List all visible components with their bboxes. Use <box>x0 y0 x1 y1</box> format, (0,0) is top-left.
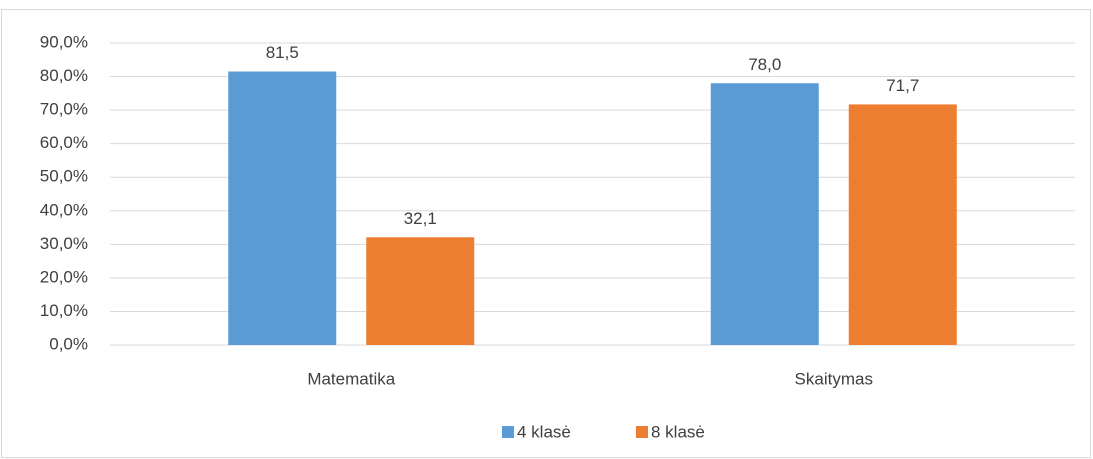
y-tick-label: 80,0% <box>40 66 88 85</box>
y-tick-label: 30,0% <box>40 234 88 253</box>
bar <box>710 83 819 346</box>
y-tick-label: 50,0% <box>40 167 88 186</box>
y-tick-label: 70,0% <box>40 100 88 119</box>
legend-swatch <box>636 426 648 438</box>
data-label: 78,0 <box>748 55 781 74</box>
x-tick-label: Matematika <box>307 369 395 388</box>
bar <box>848 104 957 345</box>
y-tick-label: 0,0% <box>49 334 88 353</box>
legend-label: 4 klasė <box>517 422 571 441</box>
legend-swatch <box>502 426 514 438</box>
bar <box>366 237 475 345</box>
data-label: 32,1 <box>404 209 437 228</box>
data-label: 71,7 <box>886 76 919 95</box>
bar <box>228 71 337 346</box>
legend-label: 8 klasė <box>651 422 705 441</box>
y-tick-label: 10,0% <box>40 301 88 320</box>
y-tick-label: 90,0% <box>40 32 88 51</box>
y-tick-label: 60,0% <box>40 133 88 152</box>
chart-border <box>1 9 1091 458</box>
data-label: 81,5 <box>266 43 299 62</box>
y-tick-label: 20,0% <box>40 267 88 286</box>
y-tick-label: 40,0% <box>40 200 88 219</box>
x-tick-label: Skaitymas <box>795 369 873 388</box>
